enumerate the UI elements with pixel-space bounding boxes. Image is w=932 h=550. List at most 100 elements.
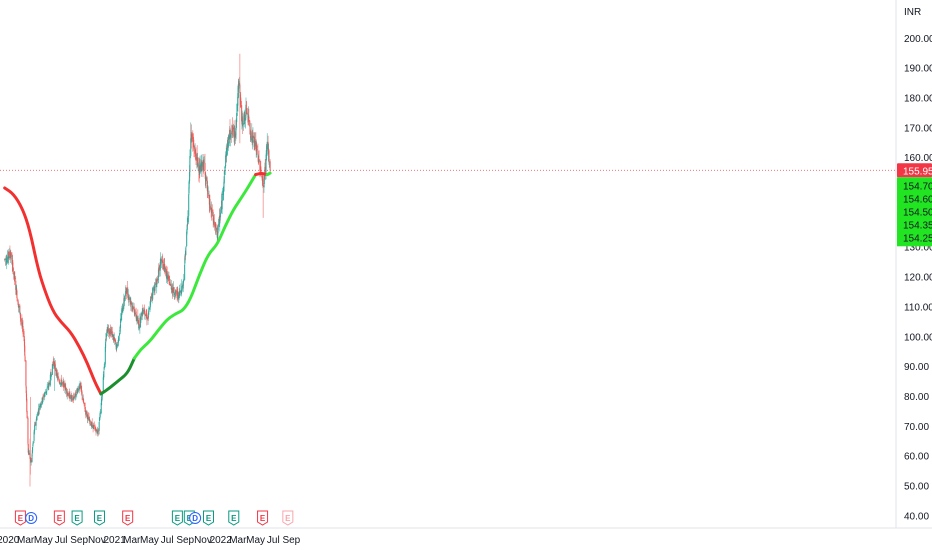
candle-body: [24, 356, 26, 362]
candle-body: [22, 326, 24, 334]
y-tick-label: 180.00: [904, 94, 932, 105]
candle-body: [246, 113, 248, 115]
candle-body: [158, 265, 160, 271]
last-price-text: 155.95: [903, 166, 932, 177]
candle-body: [99, 412, 101, 415]
price-axis[interactable]: 200.00 190.00 180.00 170.00 160.00 130.00 120.…: [904, 34, 932, 522]
candle-body: [200, 163, 202, 173]
candle-body: [221, 194, 223, 195]
candle-body: [232, 130, 234, 132]
earnings-marker[interactable]: E: [93, 510, 105, 526]
x-tick-label: 2021: [103, 535, 126, 546]
candle-body: [16, 290, 18, 299]
earnings-marker[interactable]: E: [257, 510, 269, 526]
candle-body: [7, 252, 10, 258]
candle-body: [26, 410, 28, 418]
candle-body: [97, 430, 99, 432]
candle-body: [243, 113, 245, 124]
dividend-marker-shape: [25, 512, 38, 524]
candle-body: [249, 129, 251, 136]
candle-body: [141, 311, 143, 315]
candle-body: [262, 182, 264, 188]
candle-body: [156, 281, 158, 288]
candle-body: [213, 221, 215, 225]
candle-body: [118, 332, 121, 336]
candle-body: [140, 315, 142, 324]
candle-body: [34, 423, 36, 425]
candle-body: [223, 170, 226, 175]
candle-body: [149, 307, 151, 310]
candle-body: [73, 396, 75, 398]
candle-body: [257, 150, 259, 155]
candle-body: [195, 156, 197, 161]
ma-price-tag-text: 154.25: [903, 233, 932, 244]
candle-body: [154, 283, 156, 285]
event-marker-letter: E: [260, 514, 266, 523]
earnings-marker[interactable]: E: [71, 510, 83, 526]
candle-body: [46, 389, 48, 392]
x-tick-label: Nov: [194, 535, 212, 546]
moving-average-line: [254, 172, 269, 177]
event-marker-letter: E: [231, 514, 237, 523]
candle-body: [98, 421, 100, 431]
y-tick-label: 70.00: [904, 422, 929, 433]
candle-body: [103, 363, 105, 369]
candle-body: [237, 92, 239, 106]
candle-body: [193, 145, 195, 149]
candle-body: [30, 461, 32, 463]
time-axis[interactable]: 2020MarMayJulSepNov2021MarMayJulSepNov20…: [0, 535, 301, 546]
candle-body: [40, 403, 42, 406]
plot-area[interactable]: [3, 53, 272, 487]
candle-body: [264, 166, 266, 172]
candle-body: [66, 388, 68, 393]
candle-body: [203, 161, 205, 163]
candle-body: [25, 393, 28, 400]
candle-body: [220, 205, 222, 213]
earnings-marker[interactable]: E: [171, 510, 183, 526]
event-marker-letter: E: [18, 514, 24, 523]
candle-body: [26, 399, 28, 412]
candle-body: [173, 287, 175, 293]
candle-body: [134, 313, 136, 315]
earnings-marker[interactable]: E: [14, 510, 26, 526]
x-tick-label: Mar: [17, 535, 35, 546]
candle-body: [230, 133, 232, 138]
dividend-marker-shape: [189, 512, 202, 524]
candle-body: [187, 215, 189, 223]
x-tick-label: Sep: [176, 535, 194, 546]
earnings-marker[interactable]: E: [282, 510, 294, 526]
candle-body: [221, 195, 223, 210]
candle-body: [60, 379, 62, 385]
candle-body: [12, 262, 14, 272]
event-marker-letter: E: [97, 514, 103, 523]
dividend-marker[interactable]: D: [25, 512, 38, 524]
candle-body: [25, 386, 27, 394]
candle-body: [150, 296, 152, 300]
earnings-marker[interactable]: E: [228, 510, 240, 526]
candle-body: [83, 403, 85, 404]
y-tick-label: 100.00: [904, 332, 932, 343]
earnings-marker[interactable]: E: [122, 510, 134, 526]
candle-body: [177, 291, 179, 297]
earnings-marker[interactable]: E: [202, 510, 214, 526]
candle-body: [69, 398, 71, 399]
event-marker-letter: D: [28, 514, 34, 523]
candle-body: [58, 378, 60, 381]
candle-body: [268, 162, 270, 164]
candle-body: [81, 391, 83, 397]
candle-body: [114, 338, 116, 341]
event-marker-letter: E: [206, 514, 212, 523]
candle-body: [267, 141, 269, 150]
candle-body: [27, 417, 29, 444]
candle-body: [132, 307, 134, 310]
moving-average-line: [132, 173, 258, 360]
dividend-marker[interactable]: D: [189, 512, 202, 524]
candle-body: [175, 289, 177, 292]
candle-body: [85, 411, 87, 414]
candle-body: [61, 383, 63, 386]
earnings-marker[interactable]: E: [53, 510, 65, 526]
candle-body: [244, 118, 246, 121]
candle-body: [131, 305, 133, 307]
y-tick-label: 200.00: [904, 34, 932, 45]
